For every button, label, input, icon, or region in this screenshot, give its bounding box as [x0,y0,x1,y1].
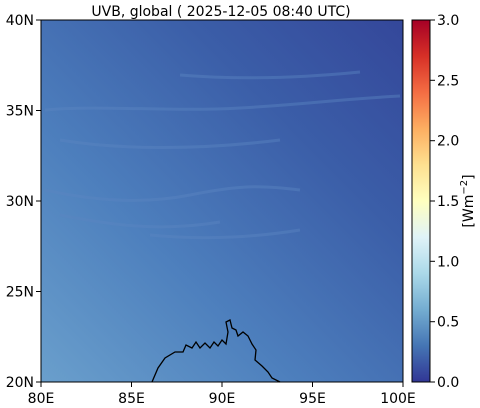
x-tick-label: 95E [299,391,326,407]
colorbar-tick-label: 0.0 [437,375,459,391]
colorbar-gradient [411,19,431,383]
y-tick-label: 25N [6,285,34,301]
y-tick-label: 20N [6,375,34,391]
colorbar-tick-label: 3.0 [437,13,459,29]
colorbar-unit-label: [Wm−2] [459,174,477,227]
coastline [151,319,281,383]
x-axis: 80E 85E 90E 95E 100E [28,382,416,407]
colorbar-tick-label: 1.0 [437,254,459,270]
colorbar-tick-label: 0.5 [437,315,459,331]
y-tick-label: 40N [6,13,34,29]
plot-title: UVB, global ( 2025-12-05 08:40 UTC) [91,4,350,20]
cloud-streaks [44,70,401,240]
uvb-field [41,20,403,382]
x-tick-label: 85E [118,391,145,407]
x-tick-label: 100E [380,391,416,407]
colorbar-tick-label: 2.0 [437,134,459,150]
colorbar-tick-label: 2.5 [437,73,459,89]
colorbar-tick-label: 1.5 [437,194,459,210]
x-tick-label: 80E [28,391,55,407]
colorbar: 0.0 0.5 1.0 1.5 2.0 2.5 3.0 [Wm−2] [411,13,477,391]
x-tick-label: 90E [209,391,236,407]
y-axis: 20N 25N 30N 35N 40N [6,13,41,391]
y-tick-label: 30N [6,194,34,210]
map-panel [40,19,404,383]
y-tick-label: 35N [6,104,34,120]
